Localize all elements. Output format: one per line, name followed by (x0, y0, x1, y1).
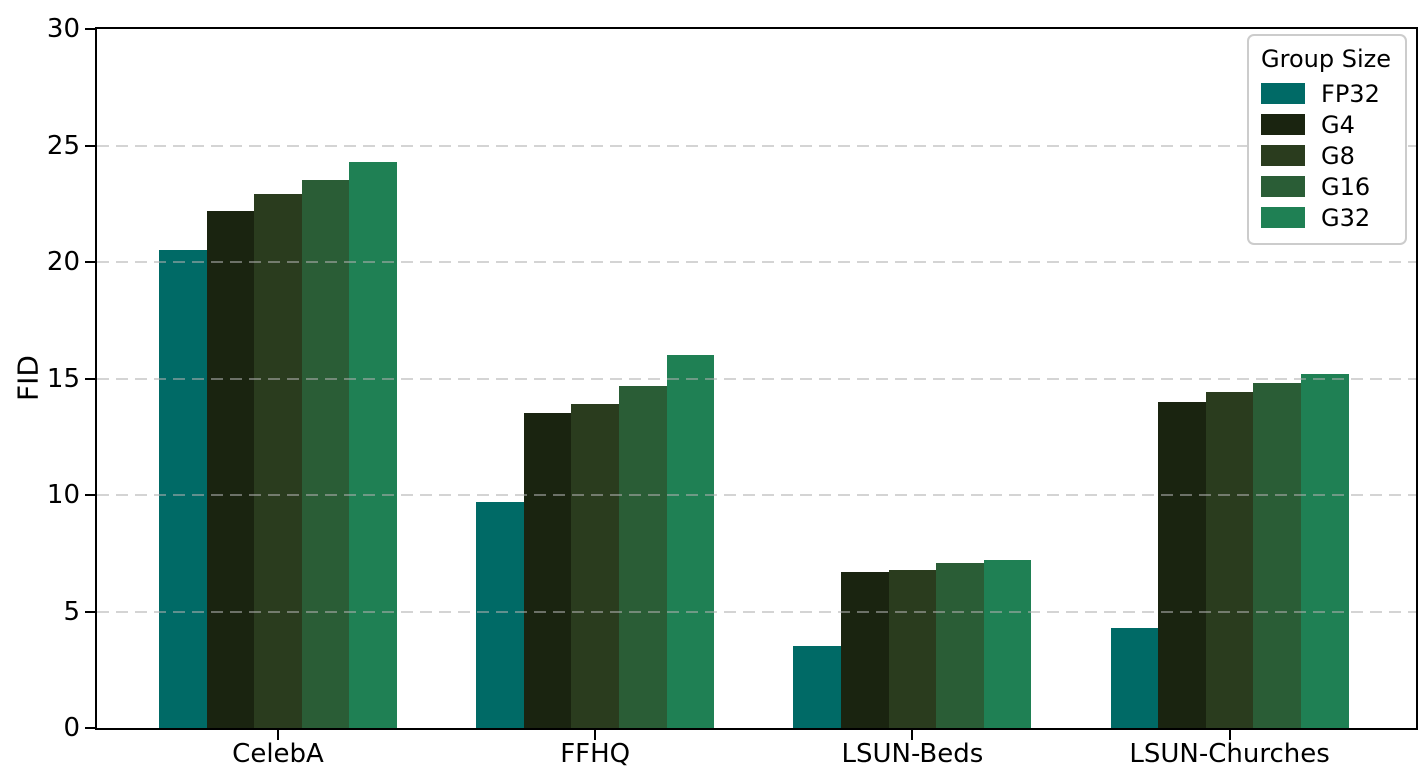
y-tick-mark-15 (85, 377, 95, 380)
bar-FP32-LSUN-Beds (793, 646, 841, 728)
bar-G32-LSUN-Beds (983, 560, 1032, 728)
legend-swatch-G8 (1261, 145, 1306, 166)
bar-G16-LSUN-Churches (1253, 383, 1301, 728)
legend-label-G32: G32 (1321, 203, 1371, 232)
gridline-y-10 (97, 494, 1416, 496)
bar-G8-LSUN-Beds (888, 569, 937, 728)
bar-G32-FFHQ (666, 355, 715, 728)
gridline-y-15 (97, 377, 1416, 380)
bar-G32-LSUN-Churches (1301, 373, 1349, 728)
bar-G8-LSUN-Churches (1205, 392, 1254, 728)
bar-G8-FFHQ (571, 404, 619, 728)
legend-swatch-FP32 (1261, 83, 1306, 104)
x-tick-label-CelebA: CelebA (232, 739, 324, 769)
y-tick-label-0: 0 (63, 713, 80, 743)
bar-G4-CelebA (206, 210, 255, 728)
x-tick-label-LSUN-Beds: LSUN-Beds (841, 739, 984, 769)
bar-G4-LSUN-Beds (841, 571, 889, 728)
y-tick-mark-20 (85, 261, 95, 263)
y-tick-mark-0 (85, 727, 95, 729)
y-tick-mark-25 (85, 144, 95, 147)
legend-entry-G16: G16 (1261, 171, 1391, 202)
legend-swatch-G16 (1261, 176, 1306, 197)
legend-label-G4: G4 (1321, 110, 1355, 139)
legend-entries: FP32 G4 G8 G16 G32 (1261, 78, 1391, 233)
x-tick-label-LSUN-Churches: LSUN-Churches (1129, 739, 1330, 769)
bar-FP32-FFHQ (476, 502, 524, 728)
y-tick-mark-30 (85, 28, 95, 30)
legend-swatch-G4 (1261, 114, 1306, 135)
x-tick-mark-LSUN-Beds (911, 730, 914, 740)
legend-label-G16: G16 (1321, 172, 1371, 201)
legend-title: Group Size (1261, 45, 1391, 73)
plot-area: Group Size FP32 G4 G8 G16 G32 (95, 27, 1418, 730)
y-tick-label-25: 25 (46, 130, 80, 161)
bar-FP32-CelebA (159, 250, 207, 728)
y-tick-label-30: 30 (46, 14, 80, 44)
legend-entry-FP32: FP32 (1261, 78, 1391, 109)
gridline-y-5 (97, 610, 1416, 613)
bar-G16-FFHQ (619, 385, 667, 728)
bar-G32-CelebA (349, 161, 397, 728)
bar-G8-CelebA (254, 194, 302, 728)
bar-FP32-LSUN-Churches (1110, 627, 1159, 728)
y-tick-label-15: 15 (46, 363, 80, 394)
legend-label-FP32: FP32 (1321, 79, 1380, 108)
y-tick-label-20: 20 (46, 247, 80, 277)
legend-swatch-G32 (1261, 207, 1306, 228)
legend: Group Size FP32 G4 G8 G16 G32 (1247, 34, 1407, 245)
x-tick-mark-FFHQ (594, 730, 597, 740)
y-tick-label-10: 10 (46, 480, 80, 510)
gridline-y-25 (97, 144, 1416, 147)
legend-entry-G4: G4 (1261, 109, 1391, 140)
y-tick-mark-5 (85, 610, 95, 613)
bar-G4-LSUN-Churches (1158, 401, 1206, 728)
legend-entry-G8: G8 (1261, 140, 1391, 171)
bar-G4-FFHQ (523, 413, 572, 728)
gridline-y-20 (97, 261, 1416, 263)
y-tick-label-5: 5 (63, 596, 80, 627)
legend-label-G8: G8 (1321, 141, 1355, 170)
y-tick-mark-10 (85, 494, 95, 496)
legend-entry-G32: G32 (1261, 202, 1391, 233)
x-tick-mark-CelebA (277, 730, 279, 740)
bar-G16-LSUN-Beds (936, 562, 984, 728)
x-tick-label-FFHQ: FFHQ (560, 739, 631, 769)
x-tick-mark-LSUN-Churches (1228, 730, 1231, 740)
bar-G16-CelebA (301, 180, 350, 728)
